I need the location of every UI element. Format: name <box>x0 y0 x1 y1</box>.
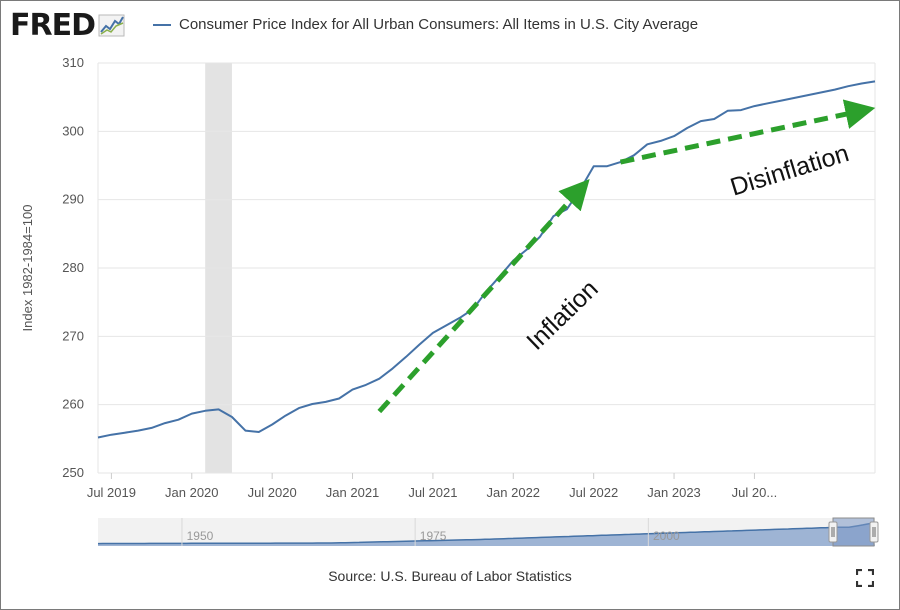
navigator-selection[interactable] <box>832 517 875 547</box>
inflation-label: Inflation <box>521 275 603 356</box>
x-tick-label: Jul 2022 <box>569 485 618 500</box>
navigator-line <box>97 522 873 545</box>
x-tick-label: Jul 2019 <box>87 485 136 500</box>
x-tick-label: Jul 2020 <box>248 485 297 500</box>
disinflation-label: Disinflation <box>727 139 852 202</box>
x-tick-label: Jul 20... <box>732 485 778 500</box>
navigator-handle-left[interactable] <box>828 521 838 543</box>
x-tick-label: Jan 2020 <box>165 485 219 500</box>
y-axis-label: Index 1982-1984=100 <box>20 205 35 332</box>
navigator-tick-label: 1950 <box>187 529 214 543</box>
y-tick-label: 290 <box>62 192 84 207</box>
x-tick-label: Jul 2021 <box>408 485 457 500</box>
navigator-handle-right[interactable] <box>869 521 879 543</box>
y-tick-label: 250 <box>62 465 84 480</box>
inflation-arrow <box>377 179 590 414</box>
navigator-area <box>98 523 875 546</box>
navigator-tick-label: 2000 <box>653 529 680 543</box>
source-note: Source: U.S. Bureau of Labor Statistics <box>328 568 572 584</box>
series-legend[interactable]: Consumer Price Index for All Urban Consu… <box>153 16 698 33</box>
x-tick-label: Jan 2023 <box>647 485 701 500</box>
fred-logo[interactable]: FRED <box>10 6 126 44</box>
fullscreen-icon[interactable] <box>856 569 874 587</box>
y-tick-label: 270 <box>62 328 84 343</box>
x-tick-label: Jan 2022 <box>487 485 541 500</box>
navigator-tick-label: 1975 <box>420 529 447 543</box>
y-tick-label: 280 <box>62 260 84 275</box>
disinflation-arrow <box>619 99 876 165</box>
x-tick-label: Jan 2021 <box>326 485 380 500</box>
series-title: Consumer Price Index for All Urban Consu… <box>179 16 699 33</box>
legend-swatch <box>153 23 171 26</box>
y-tick-label: 310 <box>62 55 84 70</box>
fred-wordmark: FRED <box>10 7 96 43</box>
y-tick-label: 260 <box>62 397 84 412</box>
line-chart-icon <box>98 14 125 37</box>
y-tick-label: 300 <box>62 123 84 138</box>
